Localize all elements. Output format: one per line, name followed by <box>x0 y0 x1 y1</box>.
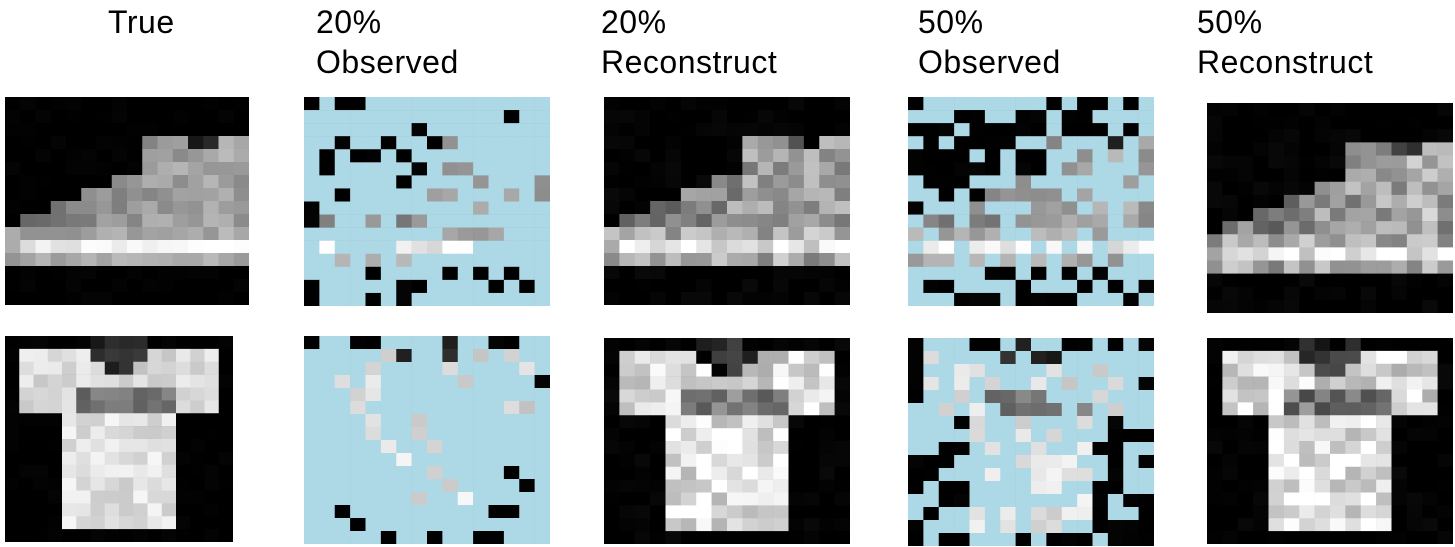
column-label-50-observed: 50% Observed <box>918 2 1061 82</box>
panel-tshirt-true <box>5 336 233 542</box>
column-label-50-reconstruct: 50% Reconstruct <box>1197 2 1373 82</box>
panel-boot-50-reconstruct <box>1207 103 1453 313</box>
pixel-grid <box>604 338 850 544</box>
column-label-line1: 50% <box>918 4 984 40</box>
panel-boot-50-observed <box>908 97 1154 306</box>
column-label-line2: Reconstruct <box>601 44 778 80</box>
panel-boot-20-observed <box>304 97 550 306</box>
pixel-grid <box>908 97 1154 306</box>
column-label-line1: 50% <box>1197 4 1263 40</box>
pixel-grid <box>1207 338 1453 544</box>
panel-tshirt-20-reconstruct <box>604 338 850 544</box>
pixel-grid <box>5 97 249 305</box>
pixel-grid <box>604 97 850 305</box>
column-label-true: True <box>108 2 175 42</box>
panel-tshirt-50-reconstruct <box>1207 338 1453 544</box>
panel-tshirt-50-observed <box>908 338 1154 546</box>
pixel-grid <box>304 336 550 544</box>
panel-boot-20-reconstruct <box>604 97 850 305</box>
panel-tshirt-20-observed <box>304 336 550 544</box>
column-label-line2: Observed <box>316 44 459 80</box>
column-label-line1: 20% <box>601 4 667 40</box>
pixel-grid <box>1207 103 1453 313</box>
column-label-20-observed: 20% Observed <box>316 2 459 82</box>
column-label-line2: Reconstruct <box>1197 44 1374 80</box>
column-label-line1: True <box>108 4 175 40</box>
column-label-line2: Observed <box>918 44 1061 80</box>
column-label-20-reconstruct: 20% Reconstruct <box>601 2 777 82</box>
pixel-grid <box>908 338 1154 546</box>
column-label-line1: 20% <box>316 4 382 40</box>
panel-boot-true <box>5 97 249 305</box>
pixel-grid <box>5 336 233 542</box>
pixel-grid <box>304 97 550 306</box>
